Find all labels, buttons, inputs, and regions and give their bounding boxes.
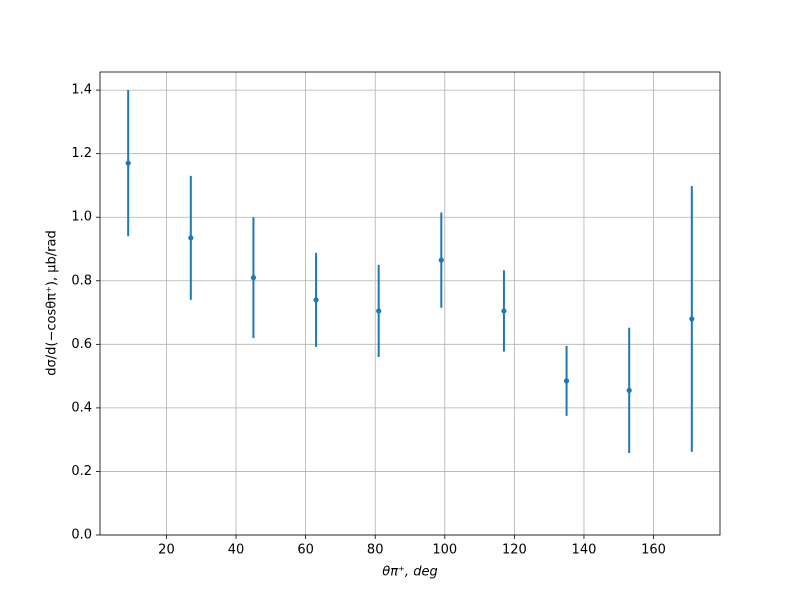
x-tick-label: 40 (228, 543, 245, 558)
data-point (563, 378, 570, 384)
x-tick-label: 100 (432, 543, 457, 558)
x-axis-label: θπ⁺, deg (382, 565, 437, 580)
plot-frame (99, 71, 721, 536)
data-point (438, 257, 444, 263)
x-tick-label: 80 (367, 543, 384, 558)
y-tick-label: 1.2 (71, 146, 92, 161)
data-point (188, 235, 194, 241)
x-tick-label: 160 (641, 543, 666, 558)
y-tick-label: 0.8 (71, 273, 92, 288)
y-tick-label: 0.4 (71, 400, 92, 415)
data-point (313, 297, 319, 303)
data-point (250, 275, 257, 281)
data-point (376, 308, 382, 314)
mark-layer (125, 90, 695, 454)
x-tick-label: 20 (158, 543, 175, 558)
data-point (626, 387, 632, 394)
y-tick-label: 1.4 (71, 83, 92, 98)
data-point (501, 308, 507, 314)
y-tick-label: 1.0 (71, 210, 92, 225)
data-point (125, 160, 131, 166)
x-tick-label: 120 (502, 543, 527, 558)
data-point (689, 316, 695, 322)
y-tick-label: 0.6 (71, 337, 92, 352)
y-tick-label: 0.2 (71, 464, 92, 479)
x-tick-label: 60 (297, 543, 314, 558)
y-axis-label: dσ/d(−cosθπ⁺), μb/rad (45, 230, 60, 375)
x-tick-label: 140 (572, 543, 597, 558)
y-tick-label: 0.0 (71, 528, 92, 543)
